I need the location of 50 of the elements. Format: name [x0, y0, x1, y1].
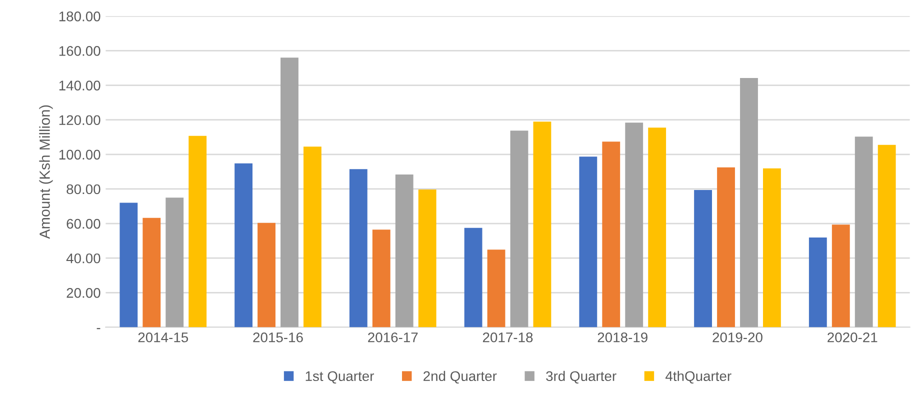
bar	[832, 224, 850, 328]
bar	[740, 78, 758, 328]
bar	[808, 238, 827, 328]
y-tick-label: 120.00	[59, 115, 100, 126]
bar	[258, 222, 276, 328]
y-tick-label: 160.00	[59, 46, 100, 56]
legend-label: 1st Quarter	[306, 371, 374, 384]
bar	[280, 58, 298, 328]
y-axis-title: Amount (Ksh Million)	[39, 105, 53, 239]
bar	[878, 144, 896, 328]
y-tick-label: 80.00	[66, 184, 100, 194]
bar	[625, 122, 644, 328]
y-tick-label: 180.00	[59, 11, 100, 22]
x-tick-label: 2018-19	[598, 332, 648, 342]
x-tick-label: 2015-16	[253, 332, 303, 342]
x-tick-label: 2017-18	[482, 332, 533, 342]
bar	[533, 122, 552, 328]
bar	[418, 190, 436, 328]
x-tick-label: 2014-15	[138, 332, 188, 342]
bar	[602, 142, 620, 328]
bar	[304, 146, 322, 328]
bar	[120, 202, 138, 328]
x-tick-label: 2020-21	[828, 332, 878, 342]
bar	[188, 136, 207, 328]
bar	[395, 174, 414, 328]
legend-label: 3rd Quarter	[546, 370, 616, 384]
legend-label: 2nd Quarter	[424, 370, 497, 384]
y-tick-label: 60.00	[66, 218, 100, 229]
bar	[142, 218, 161, 328]
bar	[166, 198, 184, 328]
bar	[854, 136, 873, 328]
legend-label: 4thQuarter	[666, 370, 732, 384]
bar	[648, 128, 666, 328]
bar	[717, 167, 735, 328]
bar	[579, 156, 598, 328]
y-tick-label: 140.00	[59, 80, 100, 90]
y-tick-label: 40.00	[66, 253, 100, 264]
y-tick-label: 100.00	[59, 150, 100, 160]
bar	[372, 230, 390, 328]
bar	[510, 130, 528, 328]
x-tick-label: 2016-17	[368, 332, 418, 342]
bar	[694, 190, 712, 328]
bar	[487, 250, 506, 328]
bar	[234, 163, 252, 328]
y-tick-label: -	[96, 328, 100, 330]
y-tick-label: 20.00	[66, 288, 100, 298]
x-tick-label: 2019-20	[712, 332, 762, 342]
bar	[763, 168, 781, 328]
bar	[349, 169, 368, 328]
bar	[464, 228, 482, 328]
